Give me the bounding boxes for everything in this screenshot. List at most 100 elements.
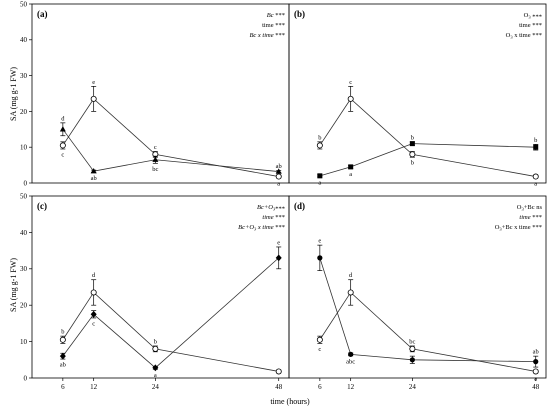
significance-letter: a	[534, 375, 537, 382]
panel-label: (c)	[37, 201, 47, 211]
significance-letter: b	[318, 134, 321, 141]
data-point	[90, 95, 97, 102]
data-point	[59, 336, 66, 343]
significance-letter: a	[318, 179, 321, 186]
panel-2: (b) O3 ***time *** O3 x time *** b c b a a a b b	[288, 3, 547, 187]
significance-letter: c	[61, 151, 64, 158]
y-tick-label: 40	[20, 229, 28, 237]
series-line	[319, 291, 536, 372]
y-tick-label: 30	[20, 72, 28, 80]
significance-letter: b	[61, 329, 64, 336]
significance-letter: c	[318, 346, 321, 353]
significance-letter: c	[92, 320, 95, 327]
y-tick-label: 50	[20, 192, 28, 200]
significance-letter: bc	[152, 166, 158, 173]
x-tick-label: 12	[90, 383, 98, 391]
data-point	[59, 126, 66, 132]
panel-frame	[31, 3, 290, 184]
data-point	[90, 310, 97, 318]
data-point	[317, 255, 323, 261]
y-tick-label: 20	[20, 302, 28, 310]
significance-letter: ab	[533, 349, 539, 356]
series-line	[62, 98, 279, 177]
data-point	[90, 289, 97, 296]
stat-annotation: time ***	[519, 214, 542, 221]
data-point	[152, 345, 159, 352]
data-point	[533, 144, 539, 150]
y-tick-label: 10	[20, 338, 28, 346]
data-point	[347, 289, 354, 296]
series-line	[319, 143, 536, 177]
data-point	[409, 151, 416, 158]
panel-1: 0 10 20 30 40 50 (a) Bc *** time *** Bc x time **…	[20, 0, 290, 187]
data-point	[316, 336, 323, 343]
significance-letter: c	[154, 144, 157, 151]
stat-annotation: O3 ***	[524, 12, 542, 21]
stat-annotation: O3+Bc x time ***	[495, 224, 542, 232]
y-tick-label: 0	[24, 374, 28, 382]
significance-letter: d	[92, 272, 96, 279]
data-point	[90, 167, 97, 174]
data-point	[59, 352, 66, 360]
data-point	[409, 357, 415, 363]
x-tick-label: 24	[409, 383, 417, 391]
significance-letter: a	[349, 171, 352, 178]
data-point	[275, 254, 282, 262]
x-tick-label: 6	[318, 383, 322, 391]
significance-letter: a	[534, 180, 537, 187]
y-tick-label: 0	[24, 179, 28, 187]
significance-letter: b	[154, 338, 157, 345]
y-axis-title-top: SA (mg g-1 FW)	[9, 67, 18, 121]
data-point	[316, 142, 323, 149]
data-point	[317, 173, 323, 179]
x-tick-label: 24	[152, 383, 160, 391]
stat-annotation: Bc x time ***	[249, 32, 285, 39]
x-tick-label: 12	[347, 383, 355, 391]
panel-3: 0 10 20 30 40 50 6 12 24 48 (c) Bc+O3***time *** Bc+…	[20, 192, 290, 391]
data-point	[275, 173, 282, 180]
significance-letter: e	[92, 79, 95, 86]
x-tick-label: 6	[61, 383, 65, 391]
stat-annotation: time ***	[262, 22, 285, 29]
y-tick-label: 30	[20, 265, 28, 273]
data-point	[348, 164, 354, 170]
significance-letter: abc	[346, 358, 355, 365]
series-line	[62, 257, 279, 369]
significance-letter: c	[349, 79, 352, 86]
series-line	[319, 257, 536, 363]
stat-annotation: Bc+O3***	[257, 204, 285, 213]
stat-annotation: time ***	[262, 214, 285, 221]
data-point	[347, 95, 354, 102]
x-axis-title: time (hours)	[270, 397, 310, 406]
significance-letter: ab	[91, 175, 97, 182]
y-tick-label: 20	[20, 108, 28, 116]
x-tick-label: 48	[532, 383, 540, 391]
panel-frame	[288, 3, 547, 184]
stat-annotation: O3 x time ***	[506, 32, 542, 40]
significance-letter: ab	[60, 362, 66, 369]
significance-letter: a	[154, 372, 157, 379]
significance-letter: e	[277, 239, 280, 246]
stat-annotation: O3+Bc ns	[517, 204, 543, 212]
data-point	[275, 168, 282, 174]
data-point	[533, 359, 539, 365]
series-line	[62, 291, 279, 372]
x-tick-label: 48	[275, 383, 283, 391]
panel-label: (a)	[37, 9, 48, 19]
significance-letter: e	[318, 238, 321, 245]
series-line	[319, 98, 536, 177]
panel-label: (b)	[294, 9, 305, 19]
data-point	[275, 368, 282, 375]
y-axis-title-bottom: SA (mg g-1 FW)	[9, 258, 18, 312]
y-tick-label: 10	[20, 144, 28, 152]
stat-annotation: Bc+O3 x time ***	[238, 224, 285, 232]
panel-4: 6 12 24 48 (d) O3+Bc ns time *** O3+Bc x time *…	[288, 195, 547, 391]
stat-annotation: time ***	[519, 22, 542, 29]
significance-letter: ab	[276, 163, 282, 170]
significance-letter: a	[277, 180, 280, 187]
data-point	[348, 351, 354, 357]
data-point	[152, 156, 159, 162]
y-tick-label: 50	[20, 0, 28, 8]
